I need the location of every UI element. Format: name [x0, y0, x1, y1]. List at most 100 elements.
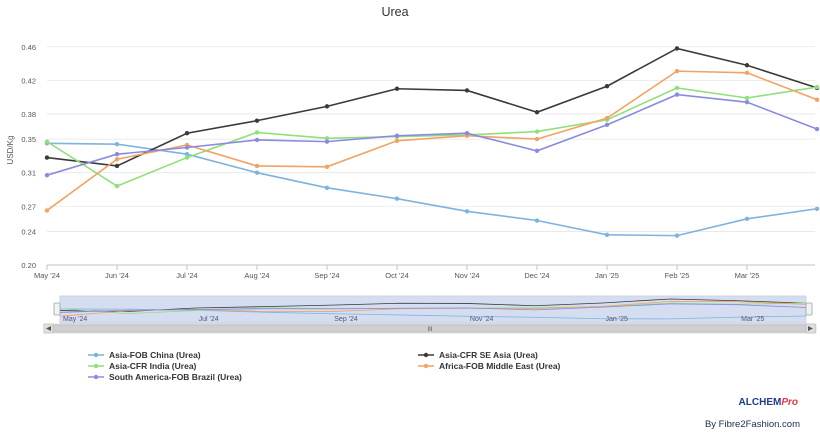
data-point[interactable] [394, 133, 400, 138]
legend-label: Asia-FOB China (Urea) [109, 350, 201, 360]
legend-marker-icon [418, 352, 434, 358]
source-credit: By Fibre2Fashion.com [704, 419, 800, 430]
scrollbar[interactable]: III [43, 323, 817, 334]
navigator-label: Jul '24 [199, 316, 219, 323]
data-point[interactable] [114, 183, 120, 189]
data-point[interactable] [254, 137, 260, 143]
x-tick-label: Aug '24 [244, 271, 269, 280]
data-point[interactable] [814, 84, 820, 90]
legend-label: Asia-CFR India (Urea) [109, 361, 197, 371]
legend-item[interactable]: Asia-FOB China (Urea) [88, 350, 201, 360]
data-point[interactable] [324, 136, 330, 141]
series-line[interactable] [46, 70, 818, 212]
y-tick-label: 0.38 [21, 110, 36, 119]
series-line[interactable] [46, 47, 818, 167]
data-point[interactable] [744, 63, 750, 68]
data-point[interactable] [254, 118, 260, 123]
data-point[interactable] [534, 129, 540, 134]
data-point[interactable] [744, 99, 750, 105]
data-point[interactable] [394, 196, 400, 201]
y-tick-label: 0.35 [21, 135, 36, 144]
data-point[interactable] [324, 104, 330, 109]
data-point[interactable] [44, 172, 50, 178]
series-group[interactable] [44, 46, 820, 238]
x-tick-label: Mar '25 [735, 271, 760, 280]
data-point[interactable] [814, 126, 820, 132]
data-point[interactable] [184, 131, 190, 136]
x-tick-label: Feb '25 [665, 271, 690, 280]
data-point[interactable] [674, 92, 680, 97]
data-point[interactable] [674, 68, 680, 74]
data-point[interactable] [324, 164, 330, 170]
series-line[interactable] [46, 86, 818, 188]
x-axis: May '24 Jun '24 Jul '24 Aug '24 Sep '24 Oct '… [34, 264, 815, 280]
data-point[interactable] [744, 95, 750, 101]
grid-lines [47, 46, 815, 266]
data-point[interactable] [394, 86, 400, 91]
data-point[interactable] [114, 163, 120, 169]
data-point[interactable] [464, 209, 470, 214]
data-point[interactable] [534, 110, 540, 115]
series[interactable] [44, 141, 820, 238]
navigator-labels: May '24 Jul '24 Sep '24 Nov '24 Jan '25 Mar '… [63, 316, 764, 323]
legend-item[interactable]: Africa-FOB Middle East (Urea) [418, 361, 560, 371]
data-point[interactable] [604, 84, 610, 89]
navigator[interactable]: May '24 Jul '24 Sep '24 Nov '24 Jan '25 Mar '… [53, 295, 813, 324]
data-point[interactable] [184, 145, 190, 150]
navigator-label: Nov '24 [470, 316, 494, 323]
series[interactable] [44, 84, 820, 189]
legend-item[interactable]: Asia-CFR SE Asia (Urea) [418, 350, 538, 360]
data-point[interactable] [324, 139, 330, 144]
legend-marker-icon [418, 363, 434, 369]
data-point[interactable] [814, 206, 820, 211]
data-point[interactable] [604, 122, 610, 128]
data-point[interactable] [464, 88, 470, 93]
data-point[interactable] [534, 218, 540, 223]
series[interactable] [44, 68, 820, 213]
data-point[interactable] [114, 152, 120, 157]
data-point[interactable] [674, 46, 680, 51]
x-tick-label: Dec '24 [524, 271, 549, 280]
navigator-series-line [59, 308, 807, 320]
data-point[interactable] [814, 97, 820, 102]
data-point[interactable] [324, 185, 330, 190]
brand-suffix: Pro [781, 397, 798, 408]
data-point[interactable] [604, 115, 610, 121]
data-point[interactable] [254, 163, 260, 169]
data-point[interactable] [184, 155, 190, 160]
data-point[interactable] [184, 152, 190, 157]
data-point[interactable] [44, 155, 50, 160]
series-line[interactable] [46, 93, 818, 176]
data-point[interactable] [534, 148, 540, 154]
data-point[interactable] [604, 232, 610, 237]
data-point[interactable] [114, 141, 120, 147]
series[interactable] [44, 46, 820, 169]
data-point[interactable] [674, 233, 680, 238]
chart-title: Urea [381, 5, 408, 19]
data-point[interactable] [744, 70, 750, 76]
legend-item[interactable]: Asia-CFR India (Urea) [88, 361, 196, 371]
data-point[interactable] [44, 139, 50, 144]
navigator-label: Jan '25 [606, 316, 628, 323]
data-point[interactable] [674, 85, 680, 91]
data-point[interactable] [394, 138, 400, 143]
navigator-handle-left[interactable] [53, 302, 61, 316]
legend-item[interactable]: South America-FOB Brazil (Urea) [88, 372, 242, 382]
navigator-series [59, 298, 807, 320]
y-axis: 0.20 0.24 0.27 0.31 0.35 0.38 0.42 0.46 [21, 43, 36, 270]
data-point[interactable] [254, 130, 260, 135]
data-point[interactable] [44, 208, 50, 213]
data-point[interactable] [464, 131, 470, 136]
navigator-label: Sep '24 [334, 316, 358, 323]
series-line[interactable] [46, 142, 818, 237]
navigator-handle-right[interactable] [805, 302, 813, 316]
data-point[interactable] [744, 216, 750, 222]
legend-marker-icon [88, 352, 104, 358]
y-tick-label: 0.46 [21, 43, 36, 52]
navigator-series-line [59, 303, 807, 313]
data-point[interactable] [114, 157, 120, 162]
data-point[interactable] [534, 136, 540, 142]
data-point[interactable] [254, 170, 260, 175]
series[interactable] [44, 92, 820, 178]
